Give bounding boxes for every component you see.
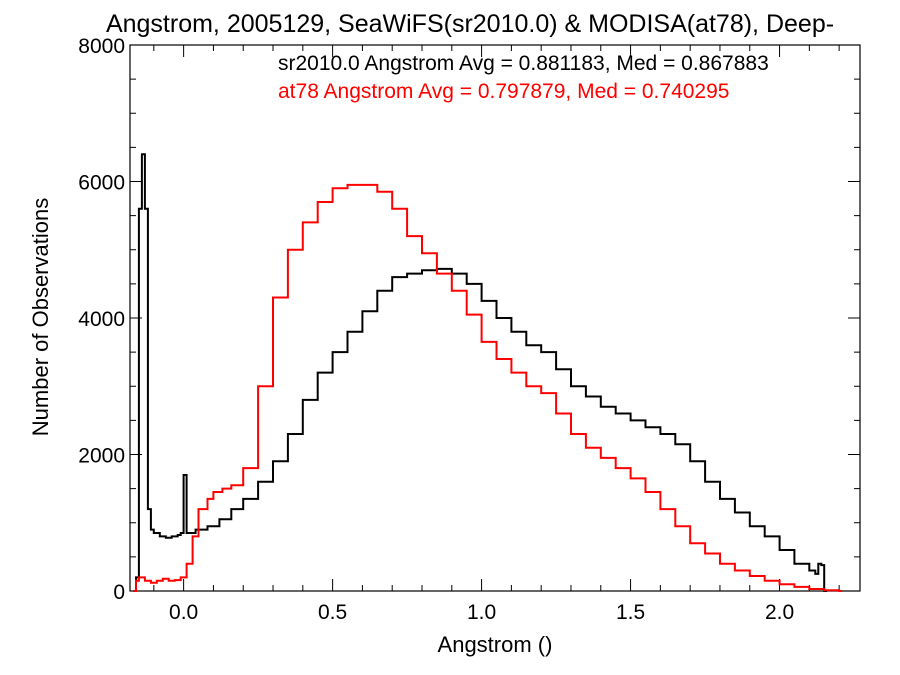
x-tick-label: 2.0 <box>765 601 794 624</box>
y-tick-label: 0 <box>113 581 125 604</box>
y-tick-label: 6000 <box>78 172 125 195</box>
x-tick-label: 1.5 <box>616 601 645 624</box>
annotation-sr2010-stats: sr2010.0 Angstrom Avg = 0.881183, Med = … <box>278 52 769 75</box>
series-at78-line <box>133 183 843 592</box>
x-axis-label: Angstrom () <box>438 632 553 657</box>
annotation-at78-stats: at78 Angstrom Avg = 0.797879, Med = 0.74… <box>278 80 729 103</box>
x-tick-label: 0.0 <box>169 601 198 624</box>
y-tick-label: 8000 <box>78 35 125 58</box>
x-tick-label: 1.0 <box>467 601 496 624</box>
y-tick-label: 4000 <box>78 308 125 331</box>
plot-area: 0.0 0.5 1.0 1.5 2.0 0 2000 4000 6000 8000 <box>78 35 861 624</box>
y-tick-label: 2000 <box>78 445 125 468</box>
chart-title: Angstrom, 2005129, SeaWiFS(sr2010.0) & M… <box>106 10 834 38</box>
x-tick-label: 0.5 <box>318 601 347 624</box>
y-axis-label: Number of Observations <box>28 198 53 436</box>
series-sr2010-line <box>133 153 828 592</box>
